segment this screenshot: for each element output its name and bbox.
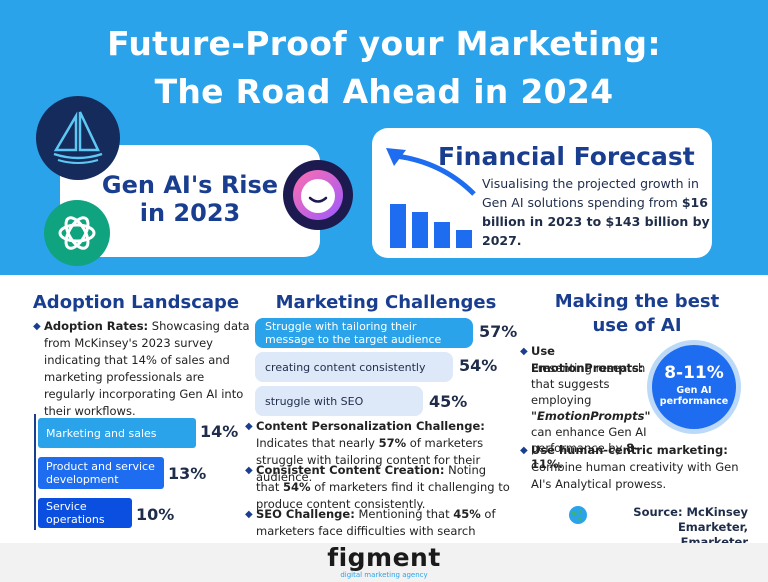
challenge-item-personalization: Content Personalization Challenge: Indic…: [256, 418, 512, 486]
midjourney-logo-icon: [36, 96, 120, 180]
challenge-value-seo: 45%: [429, 392, 468, 411]
best-use-heading: Making the best use of AI: [524, 290, 750, 338]
emotion-prompts-body: Presenting research that suggests employ…: [531, 361, 646, 407]
adoption-rates-label: Adoption Rates:: [44, 319, 149, 333]
adoption-bar-product-development: Product and service development: [38, 457, 164, 489]
adoption-value-marketing-sales: 14%: [200, 422, 239, 441]
challenge-item-label: SEO Challenge:: [256, 507, 355, 521]
challenge-item-text: of marketers struggle with tailoring con…: [256, 436, 484, 484]
challenge-item-consistency: Consistent Content Creation: Noting that…: [256, 462, 512, 513]
financial-forecast-card: Financial Forecast Visualising the proje…: [372, 128, 712, 258]
financial-forecast-title: Financial Forecast: [438, 142, 695, 171]
challenge-bar-label: struggle with SEO: [265, 394, 364, 408]
title-line-2: The Road Ahead in 2024: [154, 72, 614, 111]
challenge-item-text: Noting that: [256, 463, 487, 494]
adoption-bar-label: Marketing and sales: [46, 426, 157, 440]
human-centric-body: Combine human creativity with Gen AI's A…: [531, 460, 739, 491]
chatgpt-logo-icon: [44, 200, 110, 266]
best-use-heading-line-1: Making the best: [554, 291, 720, 312]
rise-line-1: Gen AI's Rise: [101, 171, 279, 199]
header-banner: Future-Proof your Marketing: The Road Ah…: [0, 0, 768, 275]
emotion-prompts-label: Use EmotionPrompts:: [531, 343, 671, 377]
challenge-bar-label: Struggle with tailoring their message to…: [265, 320, 442, 346]
challenge-item-label: Content Personalization Challenge:: [256, 419, 485, 433]
forecast-desc-highlight: $16 billion in 2023 to $143 billion by 2…: [482, 195, 710, 248]
challenge-bullet-icon: ◆: [245, 509, 253, 520]
challenge-item-text: of marketers find it challenging to prod…: [256, 480, 510, 511]
adoption-heading: Adoption Landscape: [32, 292, 240, 313]
challenge-bullet-icon: ◆: [245, 421, 253, 432]
challenge-bar-tailoring: Struggle with tailoring their message to…: [255, 318, 473, 348]
performance-badge: 8-11% Gen AI performance: [652, 345, 736, 429]
performance-badge-label-2: performance: [659, 396, 729, 407]
forecast-desc-text: Visualising the projected growth in Gen …: [482, 176, 699, 210]
adoption-bar-marketing-sales: Marketing and sales: [38, 418, 196, 448]
challenge-value-consistency: 54%: [459, 356, 498, 375]
jasper-logo-icon: [283, 160, 353, 230]
challenge-bullet-icon: ◆: [245, 465, 253, 476]
challenge-item-stat: 54%: [283, 480, 311, 494]
challenge-bar-label: creating content consistently: [265, 360, 426, 374]
challenge-item-stat: 45%: [453, 507, 481, 521]
adoption-bar-label: Product and service development: [46, 460, 155, 486]
challenge-item-stat: 57%: [378, 436, 407, 450]
adoption-bar-service-operations: Service operations: [38, 498, 132, 528]
challenge-item-text: Indicates that nearly: [256, 436, 379, 450]
best-use-heading-line-2: use of AI: [592, 315, 682, 336]
adoption-value-service-operations: 10%: [136, 505, 175, 524]
performance-badge-value: 8-11%: [664, 363, 724, 383]
challenge-bar-seo: struggle with SEO: [255, 386, 423, 416]
source-line-1: Source: McKinsey Emarketer,: [633, 505, 748, 534]
adoption-axis-line: [34, 414, 36, 530]
adoption-rates-body: Showcasing data from McKinsey's 2023 sur…: [44, 319, 250, 418]
performance-badge-label-1: Gen AI: [676, 385, 712, 396]
adoption-rates-text: Adoption Rates: Showcasing data from McK…: [44, 318, 250, 420]
adoption-value-product-development: 13%: [168, 464, 207, 483]
human-centric-text: Use human-centric marketing: Combine hum…: [531, 442, 753, 493]
rise-line-2: in 2023: [139, 199, 241, 227]
emotion-prompts-body-2: can enhance Gen AI performance by: [531, 425, 647, 455]
growth-chart-icon: [386, 148, 476, 248]
financial-forecast-description: Visualising the projected growth in Gen …: [482, 174, 710, 250]
brand-name[interactable]: figment: [327, 543, 441, 572]
challenges-heading: Marketing Challenges: [275, 292, 497, 313]
emotion-prompts-text: Presenting research that suggests employ…: [531, 360, 655, 472]
globe-icon: [569, 506, 587, 524]
challenge-item-label: Consistent Content Creation:: [256, 463, 445, 477]
human-centric-label: Use human-centric marketing:: [531, 443, 728, 457]
best-use-bullet-icon: ◆: [520, 346, 528, 357]
adoption-bar-label: Service operations: [46, 500, 105, 526]
adoption-bullet-icon: ◆: [33, 321, 41, 332]
emotion-prompts-quote: "EmotionPrompts": [531, 409, 651, 423]
brand-tagline: digital marketing agency: [340, 571, 428, 579]
title-line-1: Future-Proof your Marketing:: [107, 24, 661, 63]
challenge-bar-consistency: creating content consistently: [255, 352, 453, 382]
emotion-prompts-stat: 8-11%.: [531, 441, 639, 471]
best-use-bullet-icon: ◆: [520, 445, 528, 456]
challenge-item-text: Mentioning that: [354, 507, 454, 521]
challenge-value-tailoring: 57%: [479, 322, 518, 341]
emotion-prompts-title: Use EmotionPrompts:: [531, 344, 644, 375]
footer: figment digital marketing agency: [0, 543, 768, 582]
